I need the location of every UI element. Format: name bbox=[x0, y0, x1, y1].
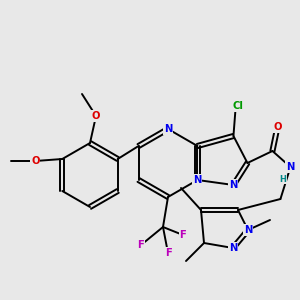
Text: O: O bbox=[31, 156, 40, 166]
Text: F: F bbox=[165, 248, 171, 258]
Text: F: F bbox=[138, 240, 144, 250]
Text: O: O bbox=[273, 122, 282, 132]
Text: N: N bbox=[164, 124, 172, 134]
Text: F: F bbox=[180, 230, 186, 240]
Text: H: H bbox=[279, 175, 286, 184]
Text: N: N bbox=[229, 180, 238, 190]
Text: N: N bbox=[193, 175, 202, 185]
Text: N: N bbox=[286, 162, 295, 172]
Text: O: O bbox=[92, 111, 100, 121]
Text: N: N bbox=[229, 243, 237, 253]
Text: N: N bbox=[244, 225, 252, 235]
Text: Cl: Cl bbox=[232, 101, 243, 111]
